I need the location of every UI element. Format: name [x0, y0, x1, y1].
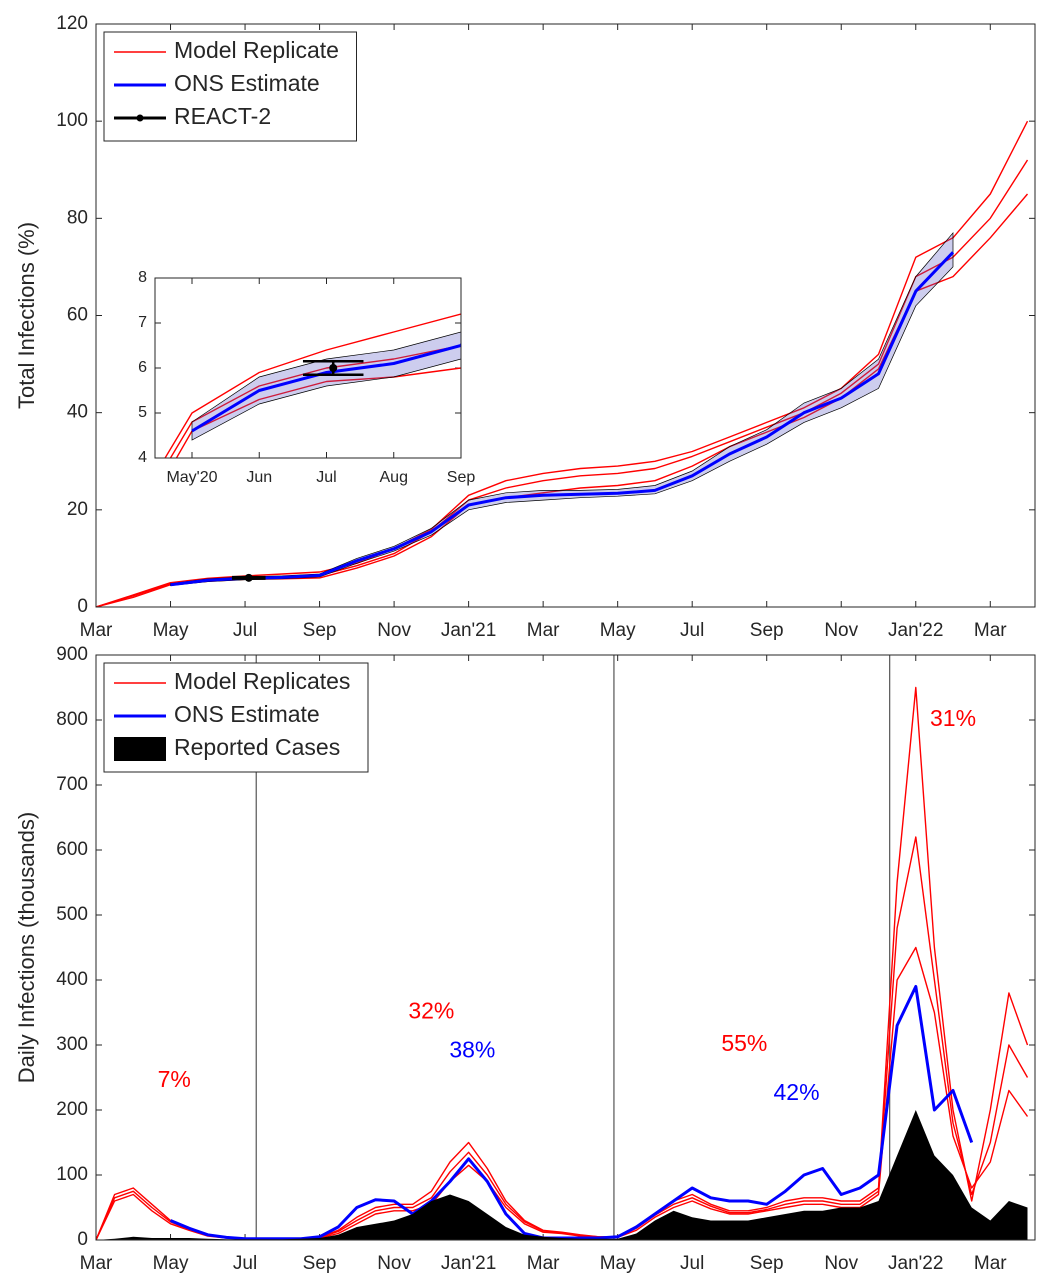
legend: Model Replicates ONS Estimate Reported Cas…	[103, 662, 369, 773]
x-tick-label: May	[153, 620, 189, 641]
legend-label: ONS Estimate	[174, 701, 320, 727]
model-replicate-line	[169, 344, 461, 458]
plot-series	[96, 655, 1029, 1240]
legend-label: Model Replicates	[174, 668, 350, 694]
ons-line	[191, 342, 461, 433]
x-tick-label: Mar	[80, 1253, 113, 1274]
x-tick-label: Mar	[527, 620, 560, 641]
y-tick-label: 0	[77, 1229, 88, 1250]
ons-confidence-band	[170, 231, 954, 586]
inset-frame	[154, 277, 462, 459]
x-tick-label: Jan'22	[888, 620, 943, 641]
y-tick-label: 100	[56, 110, 88, 131]
y-tick-label: 900	[56, 644, 88, 665]
y-tick-label: 500	[56, 904, 88, 925]
legend-label: Model Replicate	[174, 37, 339, 63]
y-tick-label: 6	[138, 359, 147, 376]
x-tick-label: Nov	[377, 1253, 411, 1274]
y-tick-label: 800	[56, 709, 88, 730]
x-tick-label: Jan'21	[441, 620, 496, 641]
x-tick-label: May	[600, 1253, 636, 1274]
x-tick-label: Sep	[750, 620, 784, 641]
x-tick-label: Mar	[527, 1253, 560, 1274]
react-point	[244, 573, 253, 582]
y-tick-label: 80	[67, 207, 88, 228]
react-point	[329, 364, 338, 372]
annotation: 55%	[721, 1030, 767, 1056]
y-tick-label: 300	[56, 1034, 88, 1055]
ons-confidence-band	[191, 331, 461, 441]
y-tick-label: 5	[138, 404, 147, 421]
y-tick-label: 20	[67, 499, 88, 520]
x-tick-label: Nov	[377, 620, 411, 641]
x-tick-label: Jan'21	[441, 1253, 496, 1274]
x-tick-label: Aug	[380, 469, 408, 486]
x-tick-label: Mar	[974, 1253, 1007, 1274]
annotation: 38%	[449, 1037, 495, 1063]
y-tick-label: 4	[138, 449, 147, 466]
annotation: 7%	[158, 1066, 191, 1092]
annotation: 31%	[930, 705, 976, 731]
x-tick-label: Jun	[246, 469, 272, 486]
y-tick-label: 60	[67, 305, 88, 326]
legend-label: REACT-2	[174, 103, 271, 129]
y-tick-label: 120	[56, 13, 88, 34]
y-tick-label: 200	[56, 1099, 88, 1120]
x-tick-label: Sep	[750, 1253, 784, 1274]
legend-label: ONS Estimate	[174, 70, 320, 96]
inset-area	[155, 278, 461, 458]
legend-swatch	[114, 737, 166, 761]
y-tick-label: 100	[56, 1164, 88, 1185]
y-axis-label: Total Infections (%)	[14, 222, 39, 409]
x-tick-label: Nov	[824, 1253, 858, 1274]
plot-series	[96, 120, 1029, 607]
y-axis-label: Daily Infections (thousands)	[14, 812, 39, 1083]
annotation: 42%	[774, 1079, 820, 1105]
x-tick-label: Sep	[303, 620, 337, 641]
x-tick-label: Nov	[824, 620, 858, 641]
y-tick-label: 8	[138, 269, 147, 286]
x-tick-label: Jul	[316, 469, 336, 486]
x-tick-label: May'20	[166, 469, 217, 486]
reported-cases-area	[96, 1110, 1028, 1240]
legend: Model Replicate ONS Estimate REACT-2	[103, 31, 357, 142]
model-replicate-line	[164, 312, 461, 458]
x-tick-label: Jul	[233, 620, 257, 641]
ons-line	[169, 985, 974, 1240]
x-tick-label: May	[153, 1253, 189, 1274]
y-tick-label: 0	[77, 596, 88, 617]
legend-label: Reported Cases	[174, 734, 340, 760]
x-tick-label: Jul	[680, 1253, 704, 1274]
y-tick-label: 40	[67, 402, 88, 423]
inset-series	[164, 312, 461, 458]
axes-frame	[95, 654, 1036, 1241]
x-tick-label: Jan'22	[888, 1253, 943, 1274]
x-tick-label: May	[600, 620, 636, 641]
x-tick-label: Mar	[80, 620, 113, 641]
y-tick-label: 400	[56, 969, 88, 990]
x-tick-label: Mar	[974, 620, 1007, 641]
annotation: 32%	[408, 998, 454, 1024]
y-tick-label: 700	[56, 774, 88, 795]
x-tick-label: Jul	[680, 620, 704, 641]
x-tick-label: Jul	[233, 1253, 257, 1274]
axes-frame	[95, 23, 1036, 608]
model-replicate-line	[175, 366, 461, 458]
legend-swatch	[136, 114, 144, 122]
x-tick-label: Sep	[447, 469, 476, 486]
ons-line	[170, 251, 955, 587]
x-tick-label: Sep	[303, 1253, 337, 1274]
y-tick-label: 7	[138, 314, 147, 331]
y-tick-label: 600	[56, 839, 88, 860]
